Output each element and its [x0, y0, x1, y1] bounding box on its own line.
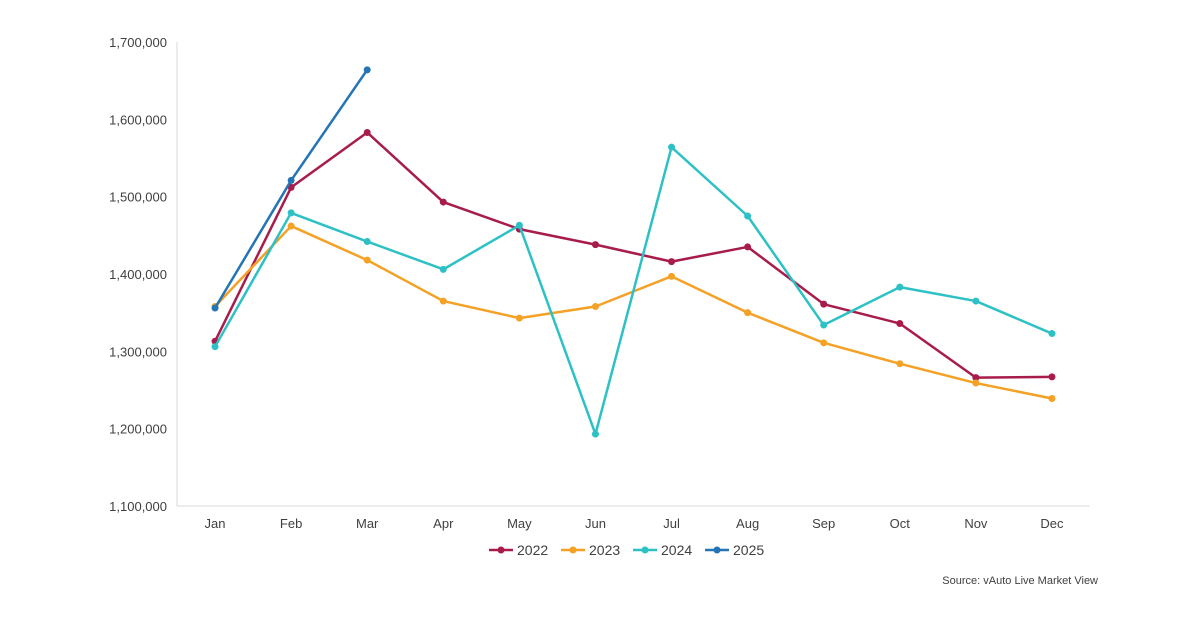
- x-tick-label: Feb: [280, 516, 302, 531]
- data-point: [1048, 330, 1056, 338]
- x-tick-label: Nov: [964, 516, 988, 531]
- data-point: [896, 283, 904, 291]
- data-point: [744, 243, 752, 251]
- series-2022: [211, 128, 1056, 382]
- data-point: [591, 241, 599, 249]
- y-tick-label: 1,700,000: [109, 35, 167, 50]
- data-point: [287, 222, 295, 230]
- data-point: [591, 302, 599, 310]
- x-tick-label: Mar: [356, 516, 379, 531]
- data-point: [211, 343, 219, 351]
- data-point: [211, 304, 219, 312]
- data-point: [744, 212, 752, 220]
- data-point: [668, 143, 676, 151]
- data-point: [363, 66, 371, 74]
- data-point: [1048, 373, 1056, 381]
- x-tick-label: Jun: [585, 516, 606, 531]
- legend-label: 2023: [589, 542, 620, 558]
- legend-label: 2022: [517, 542, 548, 558]
- legend-marker: [641, 546, 649, 554]
- data-point: [439, 297, 447, 305]
- data-point: [972, 379, 980, 387]
- data-point: [287, 176, 295, 184]
- x-tick-label: Dec: [1040, 516, 1064, 531]
- legend-label: 2024: [661, 542, 692, 558]
- data-point: [820, 321, 828, 329]
- data-point: [515, 314, 523, 322]
- legend-marker: [713, 546, 721, 554]
- data-point: [515, 221, 523, 229]
- x-tick-label: Jul: [663, 516, 680, 531]
- data-point: [591, 430, 599, 438]
- legend-item-2024: 2024: [633, 542, 692, 558]
- data-point: [896, 319, 904, 327]
- series-2025: [211, 66, 371, 312]
- data-point: [668, 258, 676, 266]
- data-point: [972, 374, 980, 382]
- data-point: [896, 360, 904, 368]
- y-tick-label: 1,400,000: [109, 267, 167, 282]
- x-tick-label: Jan: [205, 516, 226, 531]
- data-point: [820, 300, 828, 308]
- data-point: [744, 309, 752, 317]
- data-point: [668, 272, 676, 280]
- y-tick-label: 1,200,000: [109, 422, 167, 437]
- data-point: [363, 256, 371, 264]
- x-axis-labels: Jan Feb Mar Apr May Jun Jul Aug Sep Oct Nov Dec: [205, 516, 1064, 531]
- data-point: [1048, 395, 1056, 403]
- legend-label: 2025: [733, 542, 764, 558]
- chart-legend: 2022 2023 2024 2025: [489, 542, 764, 558]
- data-point: [363, 128, 371, 136]
- y-tick-label: 1,500,000: [109, 190, 167, 205]
- data-point: [287, 209, 295, 217]
- series-line: [213, 131, 1052, 379]
- y-tick-label: 1,600,000: [109, 112, 167, 127]
- series-2024: [211, 143, 1056, 438]
- legend-item-2025: 2025: [705, 542, 764, 558]
- legend-marker: [497, 546, 505, 554]
- y-tick-label: 1,100,000: [109, 499, 167, 514]
- x-tick-label: Oct: [890, 516, 911, 531]
- source-note: Source: vAuto Live Market View: [942, 575, 1098, 587]
- y-tick-label: 1,300,000: [109, 344, 167, 359]
- data-point: [820, 339, 828, 347]
- series-line: [213, 145, 1053, 436]
- legend-item-2023: 2023: [561, 542, 620, 558]
- series-2023: [211, 222, 1056, 403]
- chart-series: [211, 66, 1056, 438]
- x-tick-label: May: [507, 516, 532, 531]
- data-point: [363, 238, 371, 246]
- x-tick-label: Sep: [812, 516, 835, 531]
- x-tick-label: Apr: [433, 516, 454, 531]
- legend-item-2022: 2022: [489, 542, 548, 558]
- data-point: [439, 198, 447, 206]
- data-point: [439, 265, 447, 273]
- legend-marker: [569, 546, 577, 554]
- x-tick-label: Aug: [736, 516, 759, 531]
- data-point: [972, 297, 980, 305]
- chart-axes: [176, 42, 1090, 507]
- y-axis-labels: 1,100,000 1,200,000 1,300,000 1,400,000 1,50…: [109, 35, 167, 514]
